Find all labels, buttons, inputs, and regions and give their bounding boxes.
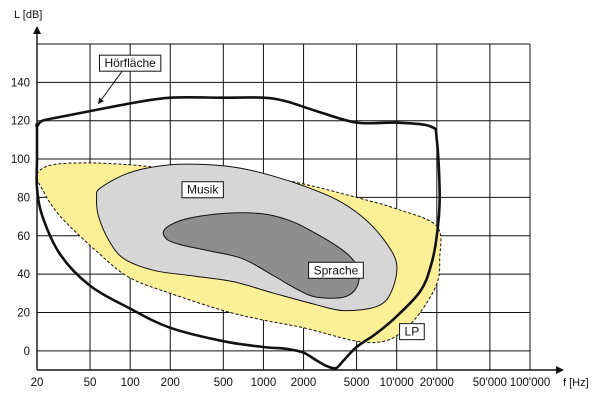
region-label-box: [308, 261, 364, 279]
region-label: Hörfläche: [98, 54, 162, 72]
y-tick-label: 40: [17, 269, 30, 281]
region-label: Sprache: [308, 261, 364, 279]
region-label-box: [98, 54, 162, 72]
x-axis-label: f [Hz]: [563, 377, 589, 389]
y-tick-label: 60: [17, 231, 30, 243]
y-tick-label: 20: [17, 307, 30, 319]
region-label-text: LP: [405, 325, 420, 339]
x-tick-label: 100'000: [510, 377, 551, 389]
x-tick-label: 50'000: [473, 377, 507, 389]
y-tick-label: 0: [24, 346, 30, 358]
x-axis-arrow-icon: [556, 366, 564, 374]
x-tick-label: 2000: [291, 377, 317, 389]
x-tick-label: 50: [84, 377, 97, 389]
region-hrflche-area: [35, 95, 441, 370]
x-tick-label: 20'000: [420, 377, 454, 389]
axes: 20 50 100 200 500 1000 2000 5000 10'000 20'000 50'…: [11, 26, 564, 389]
region-label-text: Sprache: [314, 263, 359, 277]
y-tick-label: 140: [11, 77, 30, 89]
x-tick-label: 20: [31, 377, 44, 389]
x-tick-label: 5000: [344, 377, 370, 389]
x-tick-label: 100: [121, 377, 140, 389]
y-axis-arrow-icon: [33, 26, 41, 34]
x-tick-label: 10'000: [380, 377, 414, 389]
label-arrow-icon: [98, 70, 123, 105]
x-tick-label: 500: [214, 377, 233, 389]
region-label-text: Hörfläche: [104, 56, 156, 70]
regions: [35, 95, 442, 370]
region-label-text: Musik: [187, 183, 219, 197]
region-labels: LP Musik Sprache Hörfläche: [98, 54, 425, 341]
x-tick-label: 200: [161, 377, 180, 389]
x-tick-label: 1000: [251, 377, 277, 389]
region-label: Musik: [181, 181, 224, 199]
region-label-box: [399, 323, 425, 341]
y-tick-label: 120: [11, 116, 30, 128]
y-axis-label: L [dB]: [14, 9, 42, 21]
y-tick-label: 100: [11, 154, 30, 166]
y-tick-label: 80: [17, 192, 30, 204]
region-label-box: [181, 181, 224, 199]
region-label: LP: [399, 323, 425, 341]
